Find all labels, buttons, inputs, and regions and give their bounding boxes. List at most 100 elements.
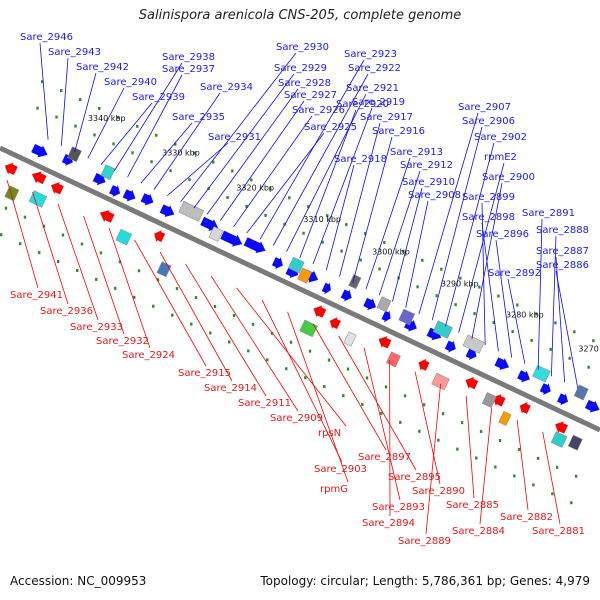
reverse-leader-line bbox=[236, 287, 347, 427]
forward-gene-arrow bbox=[444, 340, 456, 353]
forward-leader-line bbox=[299, 109, 357, 259]
reverse-leader-line bbox=[185, 263, 267, 397]
forward-gene-arrow bbox=[363, 297, 377, 311]
kbp-label: 3340 kbp bbox=[88, 114, 126, 123]
feature-box bbox=[348, 274, 362, 290]
tick-mark bbox=[4, 206, 8, 210]
tick-mark bbox=[513, 474, 516, 478]
forward-gene-label: Sare_2912 bbox=[400, 160, 453, 171]
forward-gene-arrow bbox=[243, 237, 266, 254]
tick-mark bbox=[57, 260, 60, 264]
forward-leader-line bbox=[495, 239, 513, 358]
tick-mark bbox=[137, 269, 141, 273]
tick-mark bbox=[475, 456, 478, 460]
forward-gene-label: Sare_2937 bbox=[162, 64, 215, 75]
forward-gene-label: Sare_2943 bbox=[48, 47, 101, 58]
forward-leader-line bbox=[233, 115, 313, 228]
tick-mark bbox=[454, 303, 457, 307]
forward-gene-label: Sare_2929 bbox=[274, 63, 327, 74]
tick-mark bbox=[365, 376, 369, 380]
tick-mark bbox=[302, 231, 305, 235]
forward-gene-label: Sare_2923 bbox=[344, 49, 397, 60]
forward-gene-label: Sare_2918 bbox=[334, 154, 387, 165]
tick-mark bbox=[213, 305, 217, 309]
tick-mark bbox=[380, 411, 383, 415]
tick-mark bbox=[74, 124, 77, 128]
reverse-gene-arrow bbox=[555, 421, 568, 434]
tick-mark bbox=[98, 106, 101, 110]
tick-mark bbox=[232, 313, 236, 317]
reverse-gene-label: Sare_2885 bbox=[446, 500, 499, 511]
reverse-gene-label: Sare_2889 bbox=[398, 536, 451, 547]
tick-mark bbox=[308, 349, 312, 353]
forward-leader-line bbox=[246, 132, 325, 234]
reverse-leader-line bbox=[425, 383, 442, 535]
forward-gene-label: Sare_2910 bbox=[402, 177, 455, 188]
tick-mark bbox=[399, 420, 402, 424]
forward-leader-line bbox=[445, 142, 495, 327]
reverse-leader-line bbox=[32, 191, 69, 305]
forward-gene-label: Sare_2888 bbox=[536, 225, 589, 236]
tick-mark bbox=[93, 133, 96, 137]
tick-mark bbox=[61, 233, 65, 237]
tick-mark bbox=[323, 385, 326, 389]
tick-mark bbox=[498, 438, 502, 442]
tick-mark bbox=[554, 321, 557, 325]
tick-mark bbox=[231, 169, 234, 173]
tick-mark bbox=[321, 240, 324, 244]
forward-leader-line bbox=[352, 136, 393, 283]
forward-gene-arrow bbox=[109, 185, 121, 197]
forward-leader-line bbox=[127, 74, 183, 178]
tick-mark bbox=[345, 223, 348, 227]
tick-mark bbox=[555, 465, 559, 469]
feature-box bbox=[156, 261, 172, 278]
forward-leader-line bbox=[259, 59, 365, 240]
forward-leader-line bbox=[365, 157, 411, 290]
feature-box bbox=[398, 308, 416, 326]
forward-leader-line bbox=[431, 126, 483, 321]
tick-mark bbox=[226, 195, 229, 199]
reverse-gene-arrow bbox=[418, 358, 430, 371]
forward-leader-line bbox=[87, 87, 125, 159]
forward-gene-label: Sare_2913 bbox=[390, 147, 443, 158]
forward-gene-label: Sare_2935 bbox=[172, 112, 225, 123]
tick-mark bbox=[190, 322, 193, 326]
forward-leader-line bbox=[339, 122, 381, 277]
tick-mark bbox=[23, 215, 27, 219]
forward-gene-label: Sare_2939 bbox=[132, 92, 185, 103]
tick-mark bbox=[378, 267, 381, 271]
forward-gene-arrow bbox=[340, 289, 352, 302]
forward-gene-arrow bbox=[494, 357, 510, 370]
forward-leader-line bbox=[100, 102, 153, 165]
tick-mark bbox=[60, 89, 63, 93]
feature-box bbox=[462, 334, 485, 354]
forward-gene-label: Sare_2917 bbox=[360, 112, 413, 123]
tick-mark bbox=[95, 277, 98, 281]
kbp-label: 3290 kbp bbox=[441, 280, 479, 289]
kbp-label: 3270 kbp bbox=[578, 344, 600, 353]
reverse-gene-arrow bbox=[4, 162, 18, 175]
forward-leader-line bbox=[74, 72, 97, 153]
forward-leader-line bbox=[286, 93, 367, 252]
reverse-gene-label: Sare_2936 bbox=[40, 306, 93, 317]
forward-gene-label: Sare_2891 bbox=[522, 208, 575, 219]
reverse-gene-arrow bbox=[31, 171, 47, 185]
reverse-leader-line bbox=[83, 215, 125, 335]
tick-mark bbox=[326, 214, 329, 218]
reverse-gene-label: Sare_2914 bbox=[204, 383, 257, 394]
tick-mark bbox=[535, 312, 538, 316]
tick-mark bbox=[269, 187, 272, 191]
reverse-gene-label: Sare_2893 bbox=[372, 502, 425, 513]
tick-mark bbox=[497, 294, 500, 298]
tick-mark bbox=[403, 394, 407, 398]
reverse-gene-label: Sare_2890 bbox=[412, 486, 465, 497]
reverse-leader-line bbox=[261, 299, 343, 463]
tick-mark bbox=[530, 338, 533, 342]
feature-box bbox=[550, 431, 568, 448]
forward-leader-line bbox=[325, 164, 355, 271]
forward-leader-line bbox=[60, 57, 69, 146]
feature-box bbox=[376, 296, 392, 313]
tick-mark bbox=[175, 287, 179, 291]
forward-leader-line bbox=[481, 222, 499, 352]
feature-box bbox=[498, 410, 512, 426]
